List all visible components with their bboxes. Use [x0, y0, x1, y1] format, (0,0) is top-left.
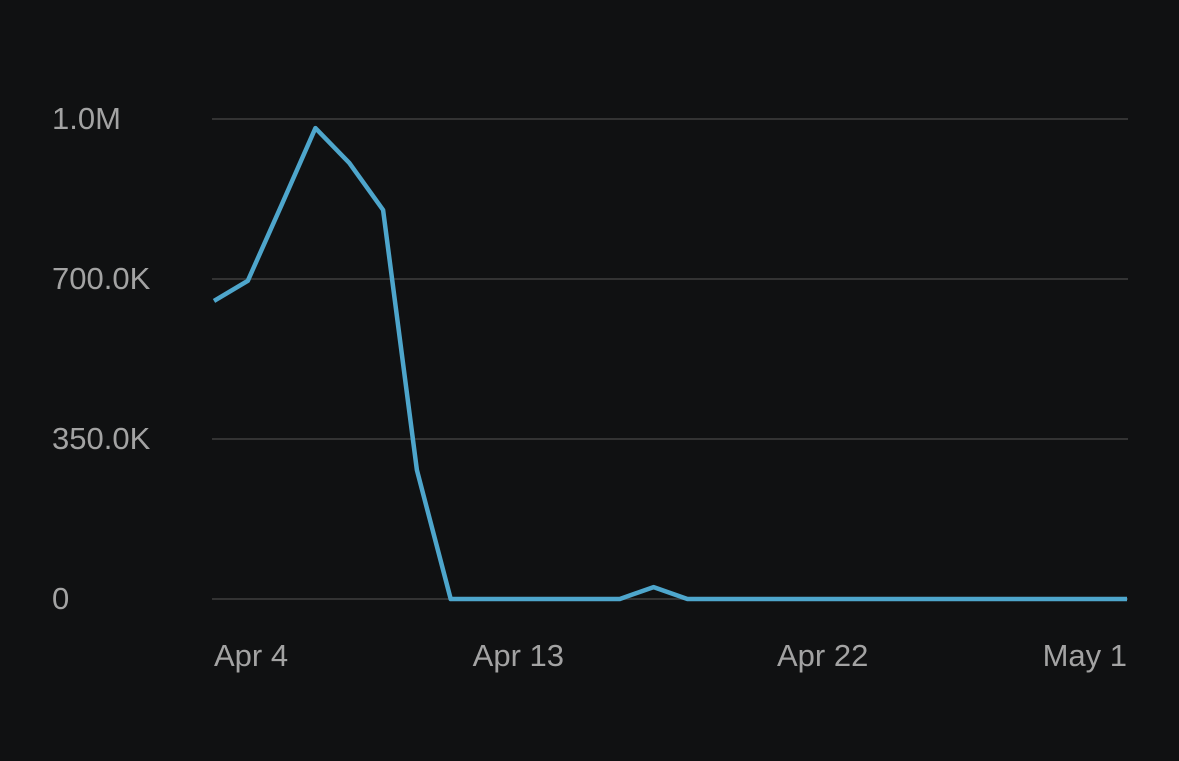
y-tick-label: 700.0K	[52, 261, 151, 296]
data-line	[212, 125, 1127, 602]
y-tick-label: 0	[52, 581, 69, 616]
x-tick-label: Apr 22	[777, 638, 868, 673]
x-tick-label: May 1	[1043, 638, 1127, 673]
y-tick-label: 1.0M	[52, 101, 121, 136]
x-tick-label: Apr 13	[473, 638, 564, 673]
y-tick-label: 350.0K	[52, 421, 151, 456]
x-tick-label: Apr 4	[214, 638, 288, 673]
